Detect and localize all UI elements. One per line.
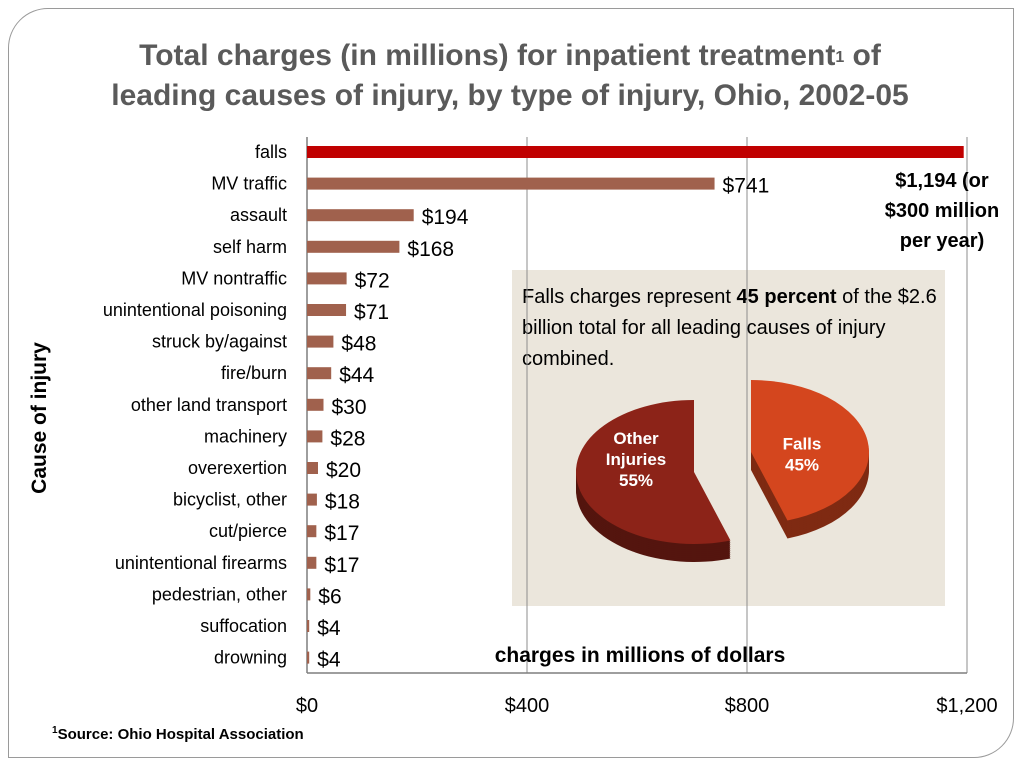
category-label: MV nontraffic [181, 268, 287, 288]
bar [307, 335, 334, 348]
x-tick-label: $800 [725, 695, 770, 717]
bar [307, 620, 310, 632]
category-label: self harm [213, 237, 287, 257]
bar [307, 304, 347, 316]
data-label: $18 [325, 491, 360, 514]
info-text-post: of the $2.6 billion total for all leadin… [522, 286, 937, 370]
bar [307, 525, 317, 538]
pie-slice [751, 380, 870, 521]
data-label: $72 [355, 269, 390, 292]
bar [307, 462, 318, 474]
data-label: $30 [332, 396, 367, 419]
bar [307, 430, 323, 443]
bar [307, 556, 317, 569]
category-label: assault [230, 205, 287, 225]
data-label: $168 [407, 238, 454, 261]
bar [307, 398, 324, 411]
category-label: unintentional poisoning [103, 300, 287, 320]
data-label: $20 [326, 459, 361, 482]
bar [307, 146, 964, 158]
category-label: overexertion [188, 458, 287, 478]
category-label: bicyclist, other [173, 490, 287, 510]
pie-slice-label: 55% [619, 471, 653, 490]
pie-slice-label: Other [613, 429, 659, 448]
source-text: Source: Ohio Hospital Association [57, 726, 304, 743]
x-tick-label: $0 [296, 695, 318, 717]
bar [307, 493, 317, 506]
data-label: $194 [422, 206, 469, 229]
title-line2: leading causes of injury, by type of inj… [111, 79, 909, 112]
slide-frame [8, 8, 1014, 758]
category-label: machinery [204, 426, 287, 446]
info-text-pre: Falls charges represent [522, 286, 737, 308]
category-label: unintentional firearms [115, 553, 287, 573]
category-label: pedestrian, other [152, 584, 287, 604]
bar [307, 177, 715, 190]
data-label: $28 [330, 427, 365, 450]
pie-slice [575, 400, 731, 544]
category-label: MV traffic [211, 174, 287, 194]
bar [307, 209, 414, 222]
data-label: $44 [339, 364, 374, 387]
info-text: Falls charges represent 45 percent of th… [522, 282, 942, 375]
chart-title: Total charges (in millions) for inpatien… [30, 36, 990, 116]
category-label: drowning [214, 648, 287, 668]
info-text-bold: 45 percent [736, 286, 837, 308]
pie-slice-label: Injuries [606, 450, 666, 469]
data-label: $48 [341, 333, 376, 356]
category-label: other land transport [131, 395, 287, 415]
title-footnote-mark: 1 [835, 49, 845, 66]
bar [307, 367, 332, 380]
data-label: $4 [317, 649, 341, 672]
title-part2: of [844, 39, 881, 72]
x-axis-title: charges in millions of dollars [494, 644, 786, 667]
falls-callout: $1,194 (or $300 million per year) [862, 166, 1022, 256]
bar [307, 651, 310, 664]
category-label: struck by/against [152, 332, 287, 352]
category-label: fire/burn [221, 363, 287, 383]
source-note: 1Source: Ohio Hospital Association [52, 725, 304, 743]
pie-slice-label: 45% [785, 456, 819, 475]
category-label: falls [255, 142, 287, 162]
callout-line1: $1,194 (or [895, 170, 989, 192]
category-label: cut/pierce [209, 521, 287, 541]
x-tick-label: $1,200 [936, 695, 997, 717]
data-label: $6 [318, 585, 341, 608]
bar [307, 240, 400, 253]
data-label: $17 [324, 522, 359, 545]
data-label: $17 [324, 554, 359, 577]
data-label: $71 [354, 301, 389, 324]
data-label: $4 [317, 617, 341, 640]
x-tick-label: $400 [505, 695, 550, 717]
callout-line3: per year) [899, 230, 985, 252]
bar [307, 272, 347, 285]
pie-slice-label: Falls [783, 435, 822, 454]
title-part1: Total charges (in millions) for inpatien… [139, 39, 836, 72]
callout-line2: $300 million [884, 200, 1000, 222]
bar [307, 588, 311, 601]
category-label: suffocation [200, 616, 287, 636]
source-footnote-mark: 1 [52, 725, 58, 736]
data-label: $741 [723, 175, 770, 198]
